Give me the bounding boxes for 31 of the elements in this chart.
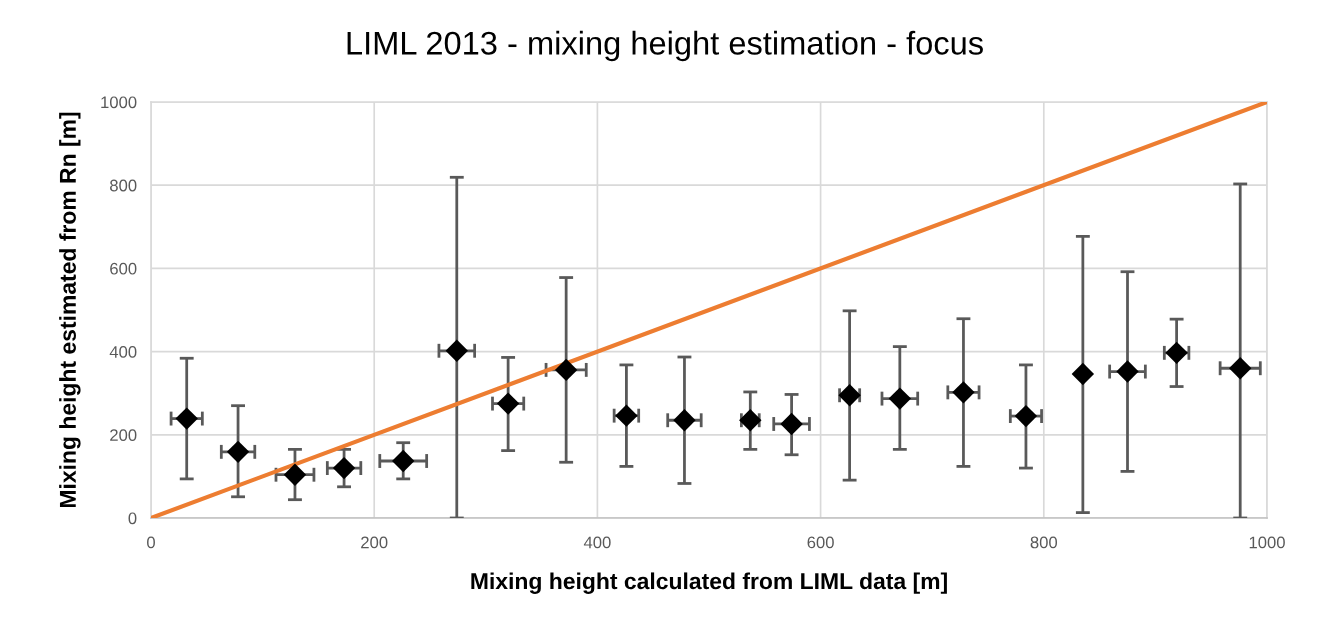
point: [1229, 357, 1252, 380]
point: [888, 387, 912, 410]
x-tick-label: 0: [147, 536, 155, 549]
x-axis-title: Mixing height calculated from LIML data [m]: [471, 572, 947, 594]
point: [780, 412, 803, 436]
x-tick-label: 1000: [1249, 536, 1285, 549]
chart-title: LIML 2013 - mixing height estimation - focus: [347, 30, 983, 62]
y-tick-label: 800: [110, 179, 137, 192]
y-tick-label: 1000: [101, 96, 137, 109]
point: [283, 463, 307, 486]
y-tick-label: 600: [110, 262, 137, 275]
x-tick-label: 400: [583, 536, 611, 549]
point: [554, 358, 578, 382]
y-tick-label: 400: [109, 346, 137, 358]
point: [445, 339, 468, 362]
point: [496, 392, 520, 415]
point: [1116, 360, 1139, 383]
x-tick-label: 800: [1030, 536, 1058, 549]
y-tick-label: 0: [128, 512, 137, 525]
point: [332, 456, 356, 480]
point: [175, 407, 198, 430]
point: [392, 449, 415, 473]
x-tick-label: 200: [361, 536, 388, 549]
point: [1071, 362, 1095, 386]
x-tick-label: 600: [807, 536, 834, 549]
point: [952, 381, 975, 404]
point: [673, 409, 696, 432]
point: [226, 440, 250, 464]
y-tick-label: 200: [110, 429, 137, 441]
y-axis-title: Mixing height estimated from Rn [m]: [59, 112, 81, 508]
point: [1014, 404, 1038, 428]
